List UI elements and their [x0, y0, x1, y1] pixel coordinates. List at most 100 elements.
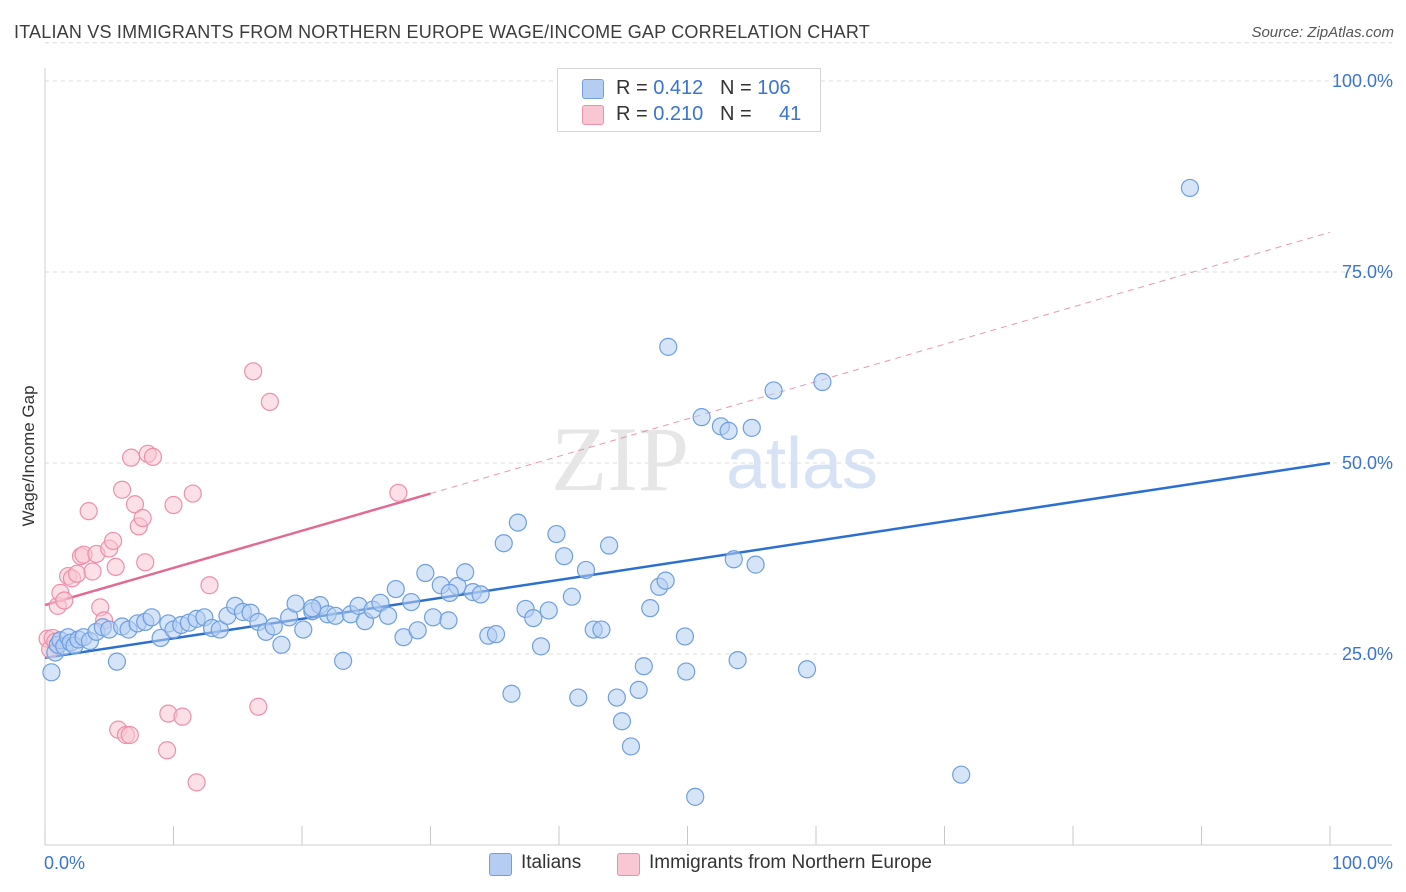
data-point-immigrants: [125, 495, 145, 514]
r-label: R =: [616, 77, 654, 99]
series-immigrants-points: [38, 362, 408, 792]
data-point-immigrants: [120, 725, 139, 745]
data-point-italians: [746, 555, 765, 574]
data-point-immigrants: [143, 447, 163, 466]
data-point-immigrants: [106, 557, 125, 577]
data-point-immigrants: [173, 707, 192, 726]
data-point-italians: [692, 408, 711, 427]
data-point-italians: [531, 637, 551, 656]
watermark-zip: ZIP: [551, 408, 689, 510]
axes: [44, 68, 1392, 846]
data-point-italians: [408, 621, 427, 640]
data-point-immigrants: [133, 508, 152, 528]
legend-row-text: R = 0.412 N = 106: [616, 77, 791, 100]
data-point-italians: [294, 620, 313, 639]
data-point-italians: [569, 688, 588, 707]
chart-title: ITALIAN VS IMMIGRANTS FROM NORTHERN EURO…: [14, 22, 870, 42]
data-point-immigrants: [55, 591, 74, 610]
data-point-italians: [524, 608, 543, 628]
series-legend: Italians Immigrants from Northern Europe: [0, 852, 1406, 878]
legend-label-immigrants: Immigrants from Northern Europe: [649, 852, 932, 873]
data-point-italians: [592, 620, 611, 639]
data-point-italians: [675, 627, 695, 646]
legend-row-text: R = 0.210 N = 41: [616, 103, 801, 126]
x-tick-label: 100.0%: [1332, 853, 1393, 873]
trend-line-immigrants: [44, 492, 431, 607]
n-value: 106: [757, 77, 791, 99]
r-label: R =: [616, 103, 654, 125]
grid-lines: [45, 42, 1392, 655]
data-point-italians: [797, 660, 817, 679]
n-label: N =: [719, 103, 758, 125]
series-italians-points: [42, 178, 1200, 806]
data-point-italians: [326, 606, 345, 625]
data-point-italians: [539, 601, 558, 620]
data-point-italians: [621, 737, 641, 756]
data-point-italians: [659, 337, 678, 356]
data-point-italians: [107, 652, 127, 671]
legend-swatch-blue: [489, 853, 512, 876]
data-point-italians: [471, 585, 490, 604]
data-point-italians: [576, 560, 596, 580]
data-point-immigrants: [157, 741, 177, 760]
data-point-immigrants: [121, 448, 141, 467]
data-point-italians: [334, 651, 353, 670]
data-point-italians: [555, 547, 574, 566]
data-point-immigrants: [68, 564, 87, 583]
tick-labels: 25.0% 50.0% 75.0% 100.0% 0.0% 100.0%: [44, 71, 1393, 873]
y-tick-label: 75.0%: [1342, 262, 1393, 282]
data-point-italians: [439, 611, 458, 630]
data-point-italians: [151, 628, 170, 648]
data-point-italians: [656, 571, 675, 590]
data-point-italians: [641, 599, 660, 618]
data-point-italians: [724, 550, 743, 569]
data-point-italians: [502, 684, 521, 703]
data-point-immigrants: [136, 553, 155, 572]
source-label: Source: ZipAtlas.com: [1251, 24, 1394, 41]
data-point-italians: [728, 651, 747, 670]
data-point-italians: [286, 594, 305, 613]
data-point-italians: [416, 563, 435, 583]
data-point-italians: [547, 524, 566, 544]
data-point-immigrants: [183, 484, 202, 503]
data-point-immigrants: [164, 495, 183, 515]
legend-swatch-pink: [582, 105, 604, 125]
legend-swatch-blue: [582, 79, 604, 99]
data-point-italians: [813, 372, 832, 392]
trend-line-immigrants-extension: [430, 231, 1331, 495]
data-point-italians: [42, 663, 61, 682]
data-point-italians: [677, 662, 696, 681]
data-point-italians: [142, 608, 161, 627]
data-point-italians: [423, 608, 443, 627]
data-point-immigrants: [187, 773, 206, 792]
data-point-italians: [764, 381, 783, 400]
watermark: ZIP atlas: [551, 408, 878, 510]
legend-label-italians: Italians: [521, 852, 582, 873]
data-point-immigrants: [79, 502, 98, 521]
data-point-italians: [612, 712, 632, 731]
data-point-italians: [1180, 178, 1200, 198]
data-point-italians: [719, 421, 738, 441]
r-value: 0.210: [653, 103, 704, 125]
n-value: 41: [778, 103, 802, 125]
x-tick-label: 0.0%: [44, 853, 85, 873]
data-point-italians: [272, 635, 291, 654]
data-point-italians: [600, 536, 619, 555]
watermark-atlas: atlas: [726, 424, 878, 504]
data-point-italians: [607, 688, 626, 707]
data-point-immigrants: [244, 362, 263, 381]
data-point-italians: [508, 513, 527, 532]
data-point-italians: [562, 587, 581, 606]
data-point-immigrants: [112, 480, 132, 499]
data-point-italians: [440, 583, 459, 602]
data-point-italians: [494, 534, 513, 553]
data-point-italians: [952, 765, 971, 784]
data-point-italians: [634, 657, 653, 676]
data-point-italians: [456, 563, 475, 582]
data-point-italians: [264, 617, 283, 636]
r-value: 0.412: [653, 77, 704, 99]
y-tick-label: 100.0%: [1332, 71, 1393, 91]
y-axis-label: Wage/Income Gap: [19, 385, 38, 526]
legend-swatch-pink: [617, 853, 640, 876]
